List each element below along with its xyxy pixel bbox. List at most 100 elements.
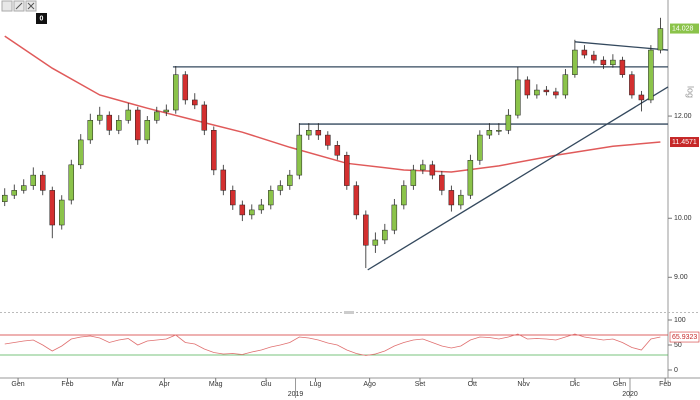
candle-body <box>363 214 369 246</box>
icon-glyph <box>15 2 23 10</box>
candle-body <box>382 229 388 241</box>
candle-body <box>306 130 312 136</box>
candle-body <box>515 79 521 116</box>
candle-body <box>106 114 113 131</box>
candle-body <box>268 190 274 206</box>
candle-body <box>429 164 436 176</box>
candle-body <box>619 59 626 75</box>
candle-body <box>258 204 265 211</box>
year-label: 2019 <box>288 391 304 398</box>
moving-average <box>4 35 661 173</box>
candle-body <box>239 204 246 216</box>
x-tick-label: Dic <box>570 381 581 388</box>
candle-body <box>277 185 284 191</box>
candle-body <box>505 114 512 131</box>
last-price-box <box>670 23 699 34</box>
last-price-label: 14.028 <box>672 25 694 32</box>
x-tick-label: Nov <box>517 381 530 388</box>
candle-body <box>600 59 607 66</box>
candle-body <box>467 160 474 196</box>
candle-body <box>211 130 217 171</box>
candle-body <box>30 174 37 186</box>
candle-body <box>144 120 151 141</box>
candle-body <box>135 109 141 141</box>
x-tick-label: Ago <box>363 381 376 388</box>
x-tick-label: Apr <box>159 381 171 388</box>
candle-body <box>572 49 578 75</box>
candle-body <box>40 174 46 191</box>
scale-label: log <box>686 86 696 98</box>
x-tick-label: Ott <box>468 381 477 388</box>
candle-body <box>410 169 417 186</box>
candle-body <box>125 109 132 121</box>
year-label: 2020 <box>622 391 638 398</box>
tool-icon[interactable] <box>1 0 13 12</box>
candle-body <box>230 190 236 206</box>
candle-body <box>477 134 483 161</box>
candle-body <box>638 94 645 101</box>
rsi-value-label: 65.9323 <box>672 334 697 341</box>
candle-body <box>458 194 464 206</box>
x-tick-label: Feb <box>61 381 73 388</box>
candle-body <box>657 28 664 51</box>
x-tick-label: Lug <box>310 381 322 388</box>
candle-body <box>448 190 455 206</box>
separator-handle[interactable] <box>344 311 354 314</box>
candle-body <box>325 134 331 146</box>
rsi-tick-label: 100 <box>674 317 686 324</box>
candle-body <box>562 74 569 96</box>
trendline <box>574 41 669 51</box>
candle-body <box>553 91 559 96</box>
candle-body <box>163 109 170 113</box>
candle-body <box>524 79 531 96</box>
candle-body <box>439 174 445 191</box>
y-tick-label: 9.00 <box>674 274 688 281</box>
candle-body <box>401 185 407 206</box>
x-tick-label: Gen <box>613 381 626 388</box>
candle-body <box>192 99 198 106</box>
rsi-line <box>4 333 661 356</box>
candle-body <box>182 74 189 101</box>
candle-body <box>220 169 227 191</box>
candle-body <box>486 130 493 136</box>
candle-body <box>249 209 255 216</box>
x-tick-label: Mar <box>112 381 125 388</box>
icon-glyph <box>27 2 35 10</box>
rsi-value-box <box>669 331 700 343</box>
candle-body <box>543 89 550 93</box>
candle-body <box>420 164 426 171</box>
candle-body <box>391 204 398 231</box>
x-tick-label: Mag <box>209 381 223 388</box>
counter-box[interactable] <box>36 13 47 24</box>
candle-body <box>296 134 303 176</box>
candle-body <box>496 130 502 132</box>
candle-body <box>581 49 588 56</box>
candle-body <box>97 114 103 121</box>
candle-body <box>534 89 540 96</box>
candle-body <box>154 111 160 121</box>
candle-body <box>610 59 616 66</box>
ma-value-label: 11.4571 <box>672 139 697 146</box>
y-tick-label: 10.00 <box>674 215 692 222</box>
candle-body <box>21 185 27 191</box>
candle-body <box>353 185 360 216</box>
y-tick-label: 12.00 <box>674 113 692 120</box>
candle-body <box>315 130 322 136</box>
candle-body <box>2 194 8 202</box>
candle-body <box>287 174 293 186</box>
ma-value-box <box>670 137 699 148</box>
rsi-tick-label: 50 <box>674 342 682 349</box>
candle-body <box>87 120 94 141</box>
candle-body <box>629 74 635 96</box>
counter: 0 <box>40 15 44 22</box>
candle-body <box>49 190 56 226</box>
x-tick-label: Giu <box>261 381 272 388</box>
candle-body <box>68 164 75 201</box>
candle-body <box>648 49 654 101</box>
candle-body <box>116 120 122 131</box>
candle-body <box>173 74 179 111</box>
candle-body <box>78 139 84 166</box>
x-tick-label: Gen <box>11 381 24 388</box>
rsi-tick-label: 0 <box>674 367 678 374</box>
